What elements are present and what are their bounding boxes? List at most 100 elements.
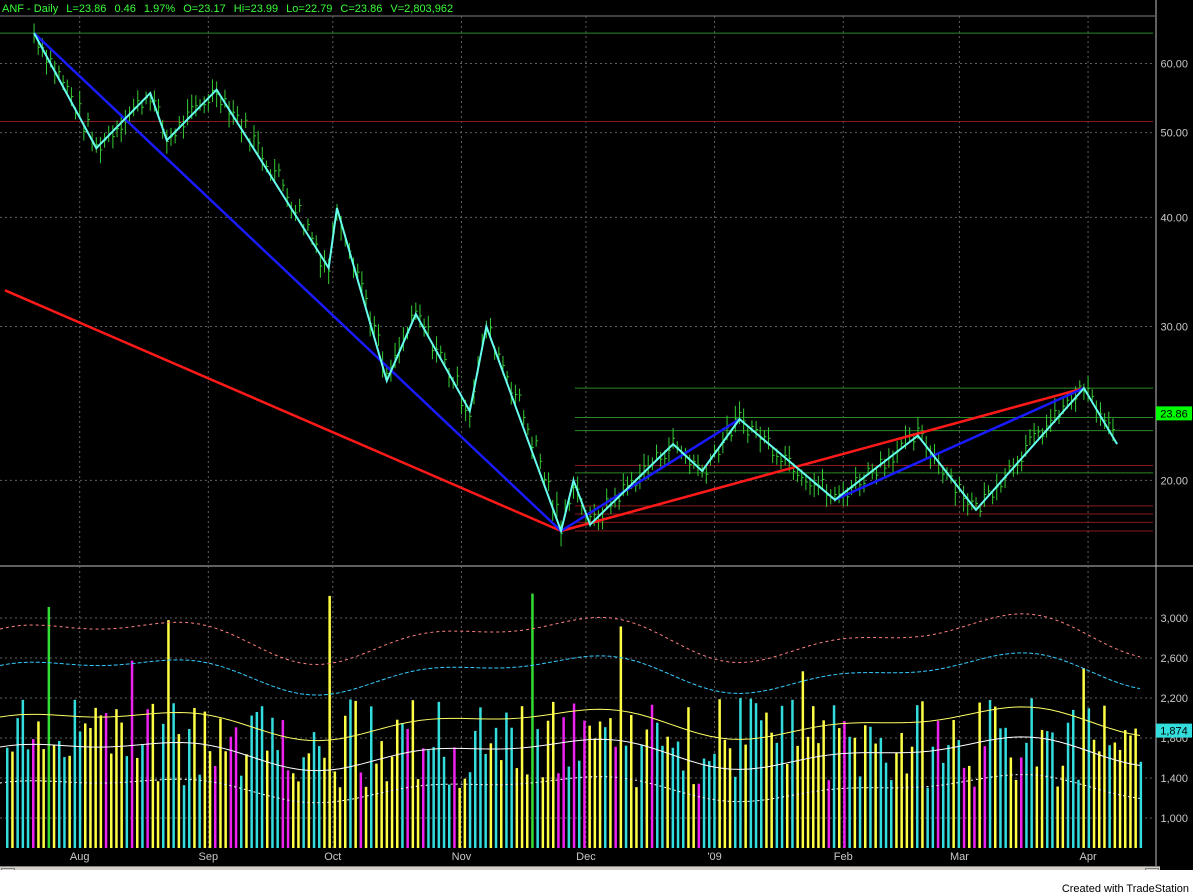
volume-bar bbox=[760, 720, 763, 848]
header-change-pct: 1.97% bbox=[143, 3, 176, 15]
volume-bar bbox=[895, 752, 898, 848]
volume-bar bbox=[26, 749, 30, 848]
volume-bar bbox=[271, 717, 274, 848]
volume-bar bbox=[172, 703, 175, 848]
volume-bar bbox=[578, 760, 581, 848]
trendline-red bbox=[560, 386, 1085, 533]
volume-bar bbox=[110, 753, 113, 848]
volume-bar bbox=[900, 732, 903, 848]
volume-bar bbox=[1129, 735, 1132, 848]
volume-bar bbox=[708, 761, 711, 848]
volume-bar bbox=[983, 746, 987, 848]
volume-bar bbox=[141, 744, 144, 848]
header-symbol: ANF - Daily bbox=[2, 3, 59, 15]
volume-bar bbox=[931, 746, 935, 848]
volume-bar bbox=[349, 699, 352, 848]
volume-bar bbox=[1014, 779, 1018, 848]
volume-bar bbox=[557, 773, 560, 848]
volume-bar bbox=[645, 729, 649, 848]
volume-bar bbox=[260, 706, 264, 848]
volume-bar bbox=[1124, 730, 1127, 848]
x-tick-label: Nov bbox=[452, 851, 472, 863]
volume-bar bbox=[130, 660, 134, 848]
volume-bar bbox=[520, 706, 524, 848]
volume-bar bbox=[208, 751, 212, 848]
volume-bar bbox=[921, 701, 924, 848]
volume-bar bbox=[869, 726, 872, 848]
volume-bar bbox=[1087, 708, 1091, 848]
volume-bar bbox=[812, 706, 815, 848]
volume-bar bbox=[1108, 745, 1111, 848]
volume-bar bbox=[115, 709, 118, 848]
volume-bar bbox=[858, 776, 862, 848]
volume-bar bbox=[385, 781, 389, 848]
x-tick-label: Oct bbox=[324, 851, 341, 863]
volume-bar bbox=[947, 745, 950, 848]
x-tick-label: Feb bbox=[834, 851, 853, 863]
volume-bar bbox=[588, 725, 591, 848]
x-tick-label: Aug bbox=[70, 851, 90, 863]
volume-bar bbox=[786, 763, 789, 848]
volume-bar bbox=[676, 741, 680, 848]
volume-bar bbox=[224, 751, 227, 848]
volume-bar bbox=[796, 745, 799, 848]
volume-bar bbox=[640, 744, 643, 848]
volume-bar bbox=[973, 786, 976, 848]
volume-bar bbox=[16, 718, 19, 848]
volume-bar bbox=[619, 626, 623, 848]
volume-bar bbox=[874, 743, 877, 848]
volume-bar bbox=[749, 698, 753, 848]
volume-bar bbox=[58, 740, 61, 848]
header-last: L=23.86 bbox=[66, 3, 107, 15]
y-tick-label: 20.00 bbox=[1160, 475, 1188, 487]
volume-bar bbox=[780, 705, 784, 848]
volume-bar bbox=[63, 757, 66, 848]
volume-bar bbox=[1009, 757, 1013, 848]
volume-bar bbox=[957, 740, 961, 848]
volume-bar bbox=[307, 753, 311, 848]
volume-bar bbox=[73, 699, 77, 848]
volume-bar bbox=[1072, 709, 1075, 848]
volume-bar bbox=[1098, 751, 1101, 848]
volume-tick-label: 2,200 bbox=[1160, 693, 1188, 705]
volume-bar bbox=[1118, 749, 1122, 848]
chart-header: ANF - Daily L=23.86 0.46 1.97% O=23.17 H… bbox=[2, 2, 458, 16]
volume-bar bbox=[177, 734, 181, 848]
volume-bar bbox=[198, 774, 201, 848]
volume-bar bbox=[593, 738, 597, 848]
volume-bar bbox=[1077, 779, 1080, 848]
volume-bar bbox=[916, 705, 919, 848]
footer-credit: Created with TradeStation bbox=[1061, 883, 1189, 895]
x-tick-label: Apr bbox=[1079, 851, 1096, 863]
x-tick-label: Sep bbox=[199, 851, 219, 863]
volume-bar bbox=[437, 701, 441, 848]
volume-bar bbox=[936, 720, 940, 848]
volume-bar bbox=[182, 785, 186, 848]
header-open: O=23.17 bbox=[183, 3, 226, 15]
volume-bar bbox=[650, 704, 654, 848]
volume-bar bbox=[567, 766, 571, 848]
volume-bar bbox=[718, 699, 721, 848]
volume-bar bbox=[697, 783, 701, 848]
volume-bar bbox=[1134, 728, 1137, 848]
volume-bar bbox=[99, 715, 103, 848]
volume-bar bbox=[775, 742, 779, 848]
volume-bar bbox=[489, 743, 493, 848]
volume-bar bbox=[136, 757, 139, 848]
volume-bar bbox=[390, 756, 394, 848]
volume-bar bbox=[692, 784, 695, 848]
volume-bar bbox=[484, 753, 487, 848]
volume-bar bbox=[1051, 732, 1054, 848]
volume-bar bbox=[6, 747, 9, 848]
volume-bar bbox=[458, 787, 461, 848]
volume-bar bbox=[411, 700, 415, 848]
volume-bar bbox=[541, 777, 545, 848]
volume-bar bbox=[1030, 698, 1033, 848]
y-tick-label: 60.00 bbox=[1160, 58, 1188, 70]
volume-band-bottom bbox=[0, 774, 1141, 804]
volume-tick-label: 3,000 bbox=[1160, 613, 1188, 625]
y-tick-label: 50.00 bbox=[1160, 128, 1188, 140]
volume-bar bbox=[1025, 742, 1028, 848]
volume-bar bbox=[988, 700, 992, 848]
volume-bar bbox=[609, 718, 612, 848]
